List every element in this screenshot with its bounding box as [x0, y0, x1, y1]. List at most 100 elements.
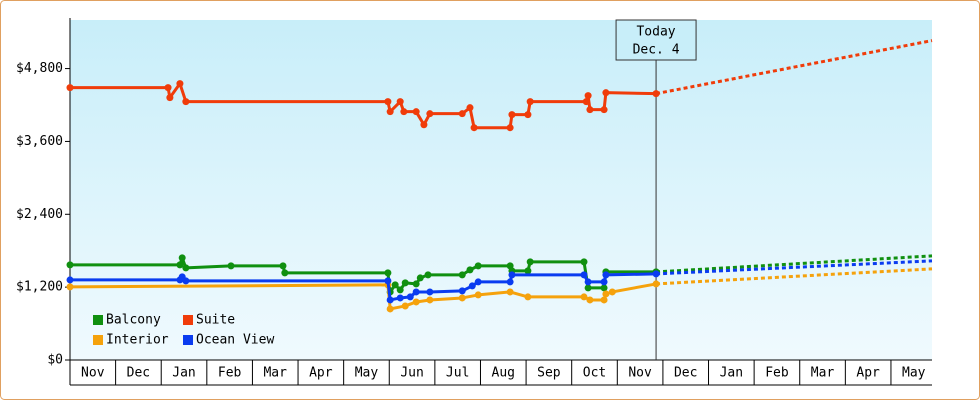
price-point — [508, 271, 516, 279]
x-tick-label: Jan — [172, 366, 195, 381]
price-point — [524, 111, 532, 119]
price-point — [416, 274, 424, 282]
price-point — [458, 287, 466, 295]
price-point — [412, 298, 420, 306]
x-tick-label: Sep — [537, 366, 561, 381]
price-point — [66, 84, 74, 92]
price-point — [602, 89, 610, 97]
price-point — [66, 283, 74, 291]
price-point — [182, 98, 190, 106]
price-point — [178, 254, 186, 262]
price-point — [586, 106, 594, 114]
x-tick-label: Apr — [309, 366, 333, 381]
price-point — [526, 258, 534, 266]
price-point — [586, 296, 594, 304]
legend-label: Balcony — [106, 313, 161, 328]
price-point — [386, 305, 394, 313]
price-point — [652, 90, 660, 98]
price-point — [227, 262, 235, 270]
price-point — [166, 94, 174, 102]
price-point — [600, 106, 608, 114]
price-point — [584, 278, 592, 286]
price-point — [176, 80, 184, 88]
price-point — [524, 267, 532, 275]
forecast-line — [655, 39, 933, 96]
price-point — [420, 121, 428, 129]
price-point — [466, 266, 474, 274]
price-point — [176, 261, 184, 269]
price-point — [608, 288, 616, 296]
price-point — [396, 286, 404, 294]
legend-label: Suite — [196, 313, 235, 328]
x-tick-label: Feb — [765, 366, 789, 381]
x-tick-label: Dec — [127, 366, 150, 381]
price-point — [458, 110, 466, 118]
price-point — [182, 264, 190, 272]
x-tick-label: Dec — [674, 366, 697, 381]
legend-swatch — [93, 335, 103, 345]
price-point — [401, 302, 409, 310]
price-point — [470, 124, 478, 132]
price-point — [506, 278, 514, 286]
y-tick-label: $1,200 — [16, 280, 63, 295]
price-point — [412, 288, 420, 296]
price-point — [412, 280, 420, 288]
plot-area — [70, 20, 932, 360]
legend-label: Ocean View — [196, 333, 274, 348]
price-point — [584, 92, 592, 100]
price-point — [384, 277, 392, 285]
price-point — [602, 290, 610, 298]
price-point — [526, 98, 534, 106]
price-point — [524, 293, 532, 301]
price-point — [182, 277, 190, 285]
x-tick-label: Aug — [492, 366, 515, 381]
price-point — [458, 294, 466, 302]
price-point — [400, 108, 408, 116]
price-point — [580, 258, 588, 266]
price-point — [386, 108, 394, 116]
price-point — [66, 261, 74, 269]
price-point — [384, 269, 392, 277]
legend-swatch — [93, 315, 103, 325]
price-point — [412, 108, 420, 116]
x-tick-label: May — [902, 366, 926, 381]
x-tick-label: Nov — [628, 366, 652, 381]
legend-swatch — [183, 335, 193, 345]
price-point — [474, 262, 482, 270]
price-point — [580, 293, 588, 301]
x-tick-label: Oct — [583, 366, 606, 381]
price-point — [66, 276, 74, 284]
today-label: Today — [636, 25, 675, 40]
x-tick-label: May — [355, 366, 379, 381]
price-point — [508, 111, 516, 119]
price-point — [584, 284, 592, 292]
price-point — [281, 269, 289, 277]
x-tick-label: Nov — [81, 366, 105, 381]
price-point — [474, 278, 482, 286]
legend-swatch — [183, 315, 193, 325]
price-point — [401, 279, 409, 287]
legend-label: Interior — [106, 333, 169, 348]
price-point — [391, 281, 399, 289]
today-label: Dec. 4 — [633, 43, 680, 58]
x-tick-label: Jul — [446, 366, 469, 381]
price-point — [426, 288, 434, 296]
price-point — [279, 262, 287, 270]
x-tick-label: Jan — [720, 366, 743, 381]
price-point — [386, 296, 394, 304]
price-point — [458, 271, 466, 279]
price-point — [652, 280, 660, 288]
price-point — [426, 296, 434, 304]
x-tick-label: Mar — [263, 366, 287, 381]
y-tick-label: $3,600 — [16, 134, 63, 149]
x-tick-label: Feb — [218, 366, 242, 381]
x-tick-label: Apr — [856, 366, 880, 381]
price-point — [600, 296, 608, 304]
price-point — [600, 278, 608, 286]
price-point — [474, 291, 482, 299]
price-point — [396, 98, 404, 106]
price-point — [466, 104, 474, 112]
price-point — [396, 294, 404, 302]
price-point — [164, 84, 172, 92]
price-point — [468, 282, 476, 290]
